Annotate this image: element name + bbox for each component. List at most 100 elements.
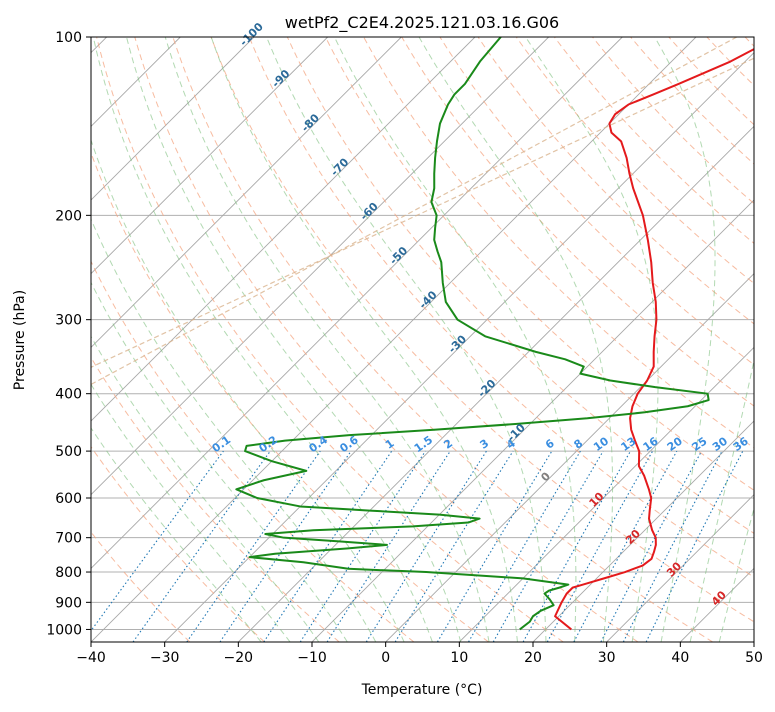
mixing-ratio-line: [522, 450, 631, 642]
dry-adiabat-line: [172, 37, 713, 642]
x-tick-label: 0: [381, 650, 390, 666]
axes: −40 −30 −20 −10 0 10 20 30 40 5010020030040050060…: [46, 30, 763, 666]
background-lines: [91, 37, 754, 642]
dry-adiabat-line: [91, 151, 489, 642]
x-tick-label: 20: [524, 650, 542, 666]
y-tick-label: 900: [55, 595, 82, 611]
moist-adiabat-line: [91, 335, 320, 642]
mixing-ratio-label: 1.5: [412, 433, 435, 455]
y-tick-label: 700: [55, 531, 82, 547]
isotherm-line: [91, 37, 549, 496]
y-tick-label: 100: [55, 30, 82, 46]
mixing-ratio-line: [573, 450, 678, 642]
y-tick-label: 500: [55, 444, 82, 460]
moist-adiabat-line: [91, 217, 377, 642]
moist-adiabat-line: [91, 427, 262, 642]
isotherm-label: -50: [387, 244, 410, 267]
moist-adiabat-line: [91, 138, 405, 642]
dry-adiabat-label: 10: [587, 490, 607, 510]
mixing-ratio-line: [326, 450, 451, 642]
isohume-ring: [91, 57, 754, 368]
isotherm-label: -100: [237, 20, 266, 49]
isotherm-line: [311, 199, 754, 642]
isotherm-label: -60: [358, 200, 381, 223]
dewpoint-profile-line: [235, 37, 710, 631]
x-tick-label: −20: [224, 650, 254, 666]
isotherm-line: [91, 37, 402, 348]
dry-adiabat-line: [439, 37, 754, 366]
x-tick-label: −30: [150, 650, 180, 666]
dry-adiabat-line: [668, 37, 754, 126]
mixing-ratio-line: [263, 450, 393, 642]
isotherm-line: [532, 420, 754, 642]
mixing-ratio-line: [645, 450, 744, 642]
mixing-ratio-line: [600, 450, 703, 642]
isotherm-line: [459, 346, 754, 642]
dry-adiabat-line: [96, 37, 564, 642]
mixing-ratio-label: 6: [543, 437, 557, 452]
series-layer: [235, 37, 754, 631]
dry-adiabat-line: [325, 37, 754, 491]
isotherm-line: [91, 37, 328, 275]
isotherm-label: -40: [416, 288, 439, 311]
moist-adiabat-line: [91, 383, 291, 642]
moist-adiabat-line: [164, 37, 490, 642]
y-tick-label: 400: [55, 387, 82, 403]
isotherm-line: [91, 37, 476, 422]
isotherm-line: [680, 567, 754, 642]
moist-adiabat-line: [91, 281, 348, 642]
dry-adiabat-line: [592, 37, 754, 205]
mixing-ratio-line: [186, 450, 321, 642]
moist-adiabat-line: [333, 37, 577, 642]
isotherm-label: -70: [328, 155, 351, 178]
x-tick-label: 30: [598, 650, 616, 666]
temperature-profile-line: [554, 47, 754, 631]
mixing-ratio-line: [299, 450, 426, 642]
dry-adiabat-line: [515, 37, 754, 285]
x-tick-label: −10: [297, 650, 327, 666]
x-tick-label: 50: [745, 650, 763, 666]
isotherm-label: -80: [299, 111, 322, 134]
mixing-ratio-line: [365, 450, 487, 642]
moist-adiabat-line: [418, 37, 614, 642]
dry-adiabat-label: 30: [664, 559, 684, 579]
moist-adiabat-line: [654, 37, 716, 642]
isotherm-line: [606, 494, 754, 642]
x-tick-label: −40: [76, 650, 106, 666]
x-axis-label: Temperature (°C): [361, 682, 483, 698]
y-tick-label: 600: [55, 491, 82, 507]
y-tick-label: 800: [55, 565, 82, 581]
dry-adiabat-line: [91, 260, 415, 642]
mixing-ratio-line: [546, 450, 654, 642]
dry-adiabat-line: [363, 37, 754, 449]
x-tick-label: 40: [671, 650, 689, 666]
moist-adiabat-line: [689, 358, 754, 642]
isohume-ring: [91, 37, 738, 386]
dry-adiabat-line: [210, 37, 754, 623]
y-axis-label: Pressure (hPa): [12, 290, 28, 390]
mixing-ratio-line: [436, 450, 553, 642]
dry-adiabat-label: 20: [623, 527, 643, 547]
mixing-ratio-line: [219, 450, 352, 642]
y-tick-label: 1000: [46, 622, 82, 638]
dry-adiabat-line: [553, 37, 754, 244]
mixing-ratio-line: [132, 450, 271, 642]
mixing-ratio-label: 0.1: [210, 433, 233, 455]
moist-adiabat-line: [92, 37, 433, 642]
dry-adiabat-label: 40: [709, 588, 729, 608]
mixing-ratio-line: [394, 450, 514, 642]
isotherm-line: [753, 641, 754, 642]
dry-adiabat-line: [91, 531, 191, 642]
dry-adiabat-line: [91, 445, 265, 642]
dry-adiabat-line: [630, 37, 754, 165]
dry-adiabat-line: [706, 37, 754, 87]
y-tick-label: 200: [55, 208, 82, 224]
moist-adiabat-line: [525, 37, 659, 642]
isotherm-line: [385, 273, 754, 642]
dry-adiabat-line: [248, 37, 754, 578]
moist-adiabat-line: [210, 37, 518, 642]
moist-adiabat-line: [126, 37, 462, 642]
x-tick-label: 10: [450, 650, 468, 666]
